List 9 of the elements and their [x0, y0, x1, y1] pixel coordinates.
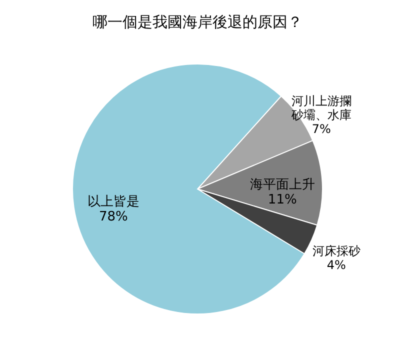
- slice-label: 海平面上升: [250, 178, 315, 193]
- data-label: 11%: [268, 192, 297, 208]
- data-label: 78%: [98, 209, 128, 224]
- slice-label: 河川上游攔砂壩、水庫: [290, 94, 352, 122]
- slice-label: 河床採砂: [312, 244, 360, 258]
- slice-label: 以上皆是: [87, 194, 140, 210]
- data-label: 4%: [326, 258, 346, 272]
- chart-title: 哪一個是我國海岸後退的原因？: [92, 13, 302, 31]
- data-label: 7%: [312, 122, 331, 136]
